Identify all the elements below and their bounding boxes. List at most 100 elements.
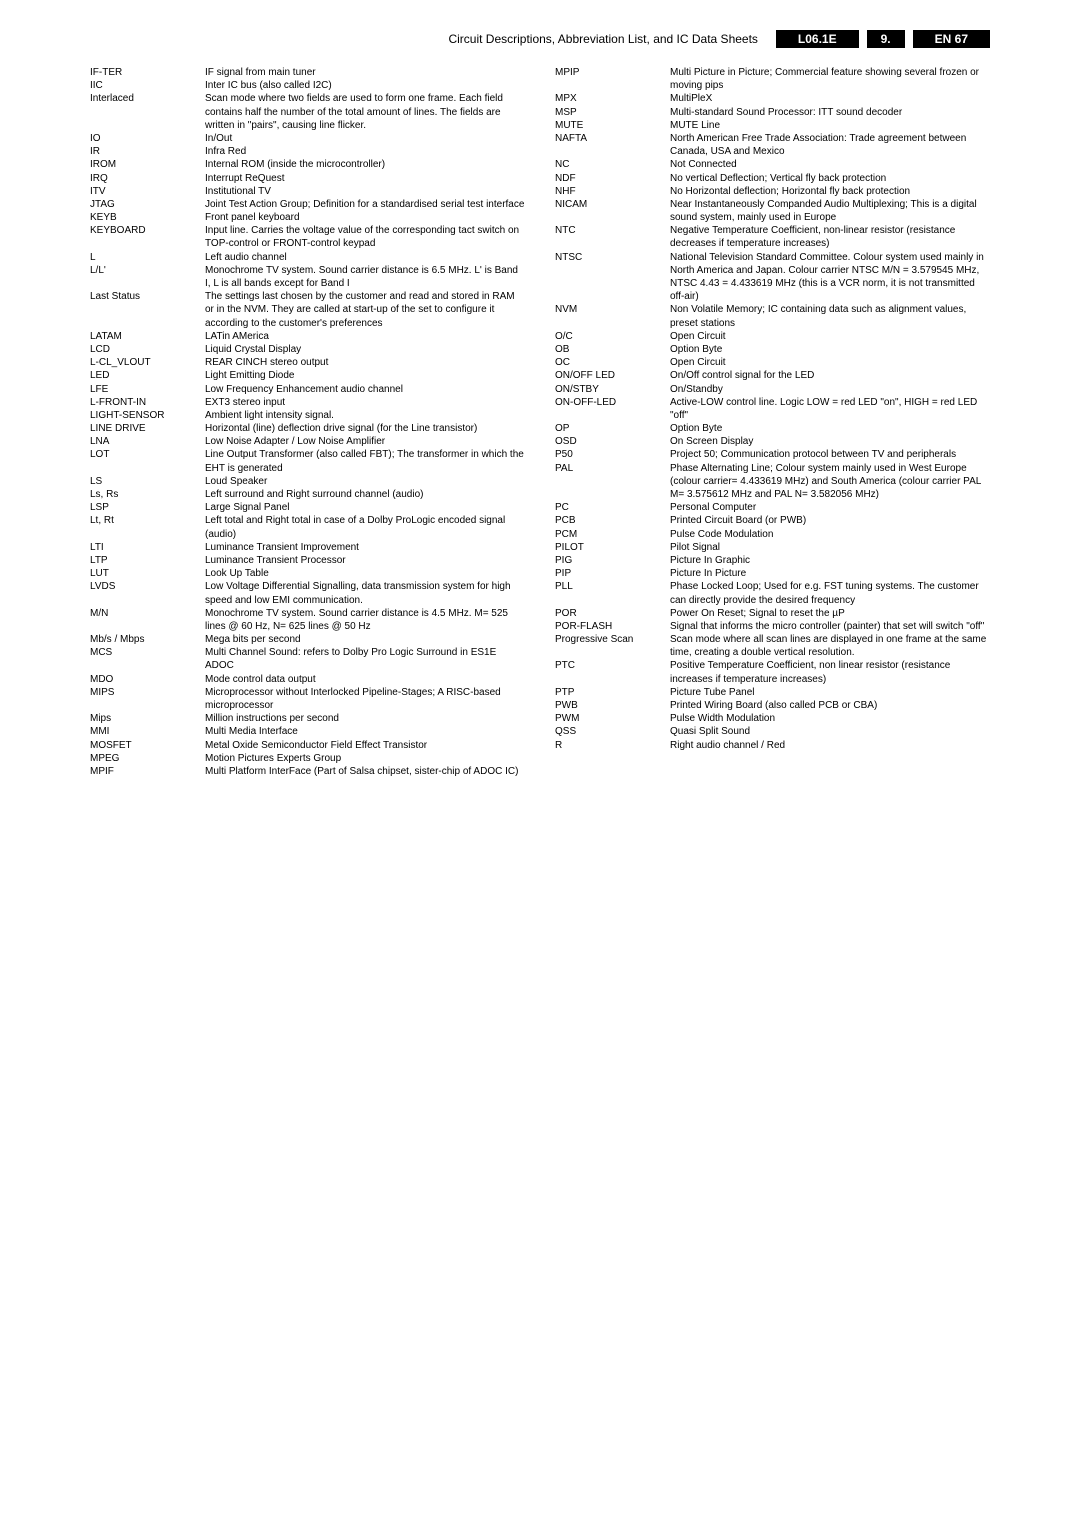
- definition: Picture Tube Panel: [670, 686, 990, 699]
- glossary-entry: PALPhase Alternating Line; Colour system…: [555, 462, 990, 502]
- abbreviation: LATAM: [90, 330, 205, 343]
- glossary-entry: MPIPMulti Picture in Picture; Commercial…: [555, 66, 990, 92]
- page-header: Circuit Descriptions, Abbreviation List,…: [90, 30, 990, 48]
- abbreviation: PLL: [555, 580, 670, 606]
- abbreviation: LNA: [90, 435, 205, 448]
- definition: Liquid Crystal Display: [205, 343, 525, 356]
- definition: Scan mode where all scan lines are displ…: [670, 633, 990, 659]
- abbreviation: PCB: [555, 514, 670, 527]
- abbreviation: MSP: [555, 106, 670, 119]
- abbreviation: JTAG: [90, 198, 205, 211]
- definition: Open Circuit: [670, 356, 990, 369]
- abbreviation: P50: [555, 448, 670, 461]
- definition: Microprocessor without Interlocked Pipel…: [205, 686, 525, 712]
- glossary-entry: LUTLook Up Table: [90, 567, 525, 580]
- definition: Front panel keyboard: [205, 211, 525, 224]
- abbreviation: LCD: [90, 343, 205, 356]
- abbreviation: LSP: [90, 501, 205, 514]
- abbreviation: MOSFET: [90, 739, 205, 752]
- definition: Line Output Transformer (also called FBT…: [205, 448, 525, 474]
- glossary-entry: MIPSMicroprocessor without Interlocked P…: [90, 686, 525, 712]
- abbreviation: OB: [555, 343, 670, 356]
- definition: Printed Wiring Board (also called PCB or…: [670, 699, 990, 712]
- glossary-entry: KEYBOARDInput line. Carries the voltage …: [90, 224, 525, 250]
- abbreviation: PC: [555, 501, 670, 514]
- abbreviation: L/L': [90, 264, 205, 290]
- abbreviation: MPIP: [555, 66, 670, 92]
- definition: Joint Test Action Group; Definition for …: [205, 198, 525, 211]
- glossary-entry: L-CL_VLOUTREAR CINCH stereo output: [90, 356, 525, 369]
- abbreviation: LTI: [90, 541, 205, 554]
- definition: Low Voltage Differential Signalling, dat…: [205, 580, 525, 606]
- header-section: 9.: [867, 30, 905, 48]
- definition: Multi Platform InterFace (Part of Salsa …: [205, 765, 525, 778]
- glossary-entry: PIGPicture In Graphic: [555, 554, 990, 567]
- definition: Project 50; Communication protocol betwe…: [670, 448, 990, 461]
- abbreviation: KEYB: [90, 211, 205, 224]
- glossary-entry: PLLPhase Locked Loop; Used for e.g. FST …: [555, 580, 990, 606]
- glossary-entry: ON-OFF-LEDActive-LOW control line. Logic…: [555, 396, 990, 422]
- glossary-entry: LSPLarge Signal Panel: [90, 501, 525, 514]
- glossary-entry: RRight audio channel / Red: [555, 739, 990, 752]
- glossary-entry: PCMPulse Code Modulation: [555, 528, 990, 541]
- abbreviation: Interlaced: [90, 92, 205, 132]
- glossary-entry: NCNot Connected: [555, 158, 990, 171]
- glossary-entry: LFELow Frequency Enhancement audio chann…: [90, 383, 525, 396]
- abbreviation: ON-OFF-LED: [555, 396, 670, 422]
- glossary-entry: LLeft audio channel: [90, 251, 525, 264]
- abbreviation: Progressive Scan: [555, 633, 670, 659]
- definition: National Television Standard Committee. …: [670, 251, 990, 304]
- glossary-entry: PCPersonal Computer: [555, 501, 990, 514]
- abbreviation: IIC: [90, 79, 205, 92]
- left-column: IF-TERIF signal from main tunerIICInter …: [90, 66, 525, 778]
- glossary-entry: P50Project 50; Communication protocol be…: [555, 448, 990, 461]
- glossary-entry: IF-TERIF signal from main tuner: [90, 66, 525, 79]
- definition: The settings last chosen by the customer…: [205, 290, 525, 330]
- definition: On Screen Display: [670, 435, 990, 448]
- glossary-entry: Ls, RsLeft surround and Right surround c…: [90, 488, 525, 501]
- definition: Active-LOW control line. Logic LOW = red…: [670, 396, 990, 422]
- glossary-entry: NTCNegative Temperature Coefficient, non…: [555, 224, 990, 250]
- glossary-entry: MOSFETMetal Oxide Semiconductor Field Ef…: [90, 739, 525, 752]
- abbreviation: NVM: [555, 303, 670, 329]
- definition: Monochrome TV system. Sound carrier dist…: [205, 607, 525, 633]
- abbreviation: ON/STBY: [555, 383, 670, 396]
- definition: Right audio channel / Red: [670, 739, 990, 752]
- abbreviation: NC: [555, 158, 670, 171]
- abbreviation: R: [555, 739, 670, 752]
- definition: In/Out: [205, 132, 525, 145]
- abbreviation: PIG: [555, 554, 670, 567]
- glossary-entry: KEYBFront panel keyboard: [90, 211, 525, 224]
- glossary-entry: Progressive ScanScan mode where all scan…: [555, 633, 990, 659]
- glossary-entry: POR-FLASHSignal that informs the micro c…: [555, 620, 990, 633]
- definition: Mega bits per second: [205, 633, 525, 646]
- definition: Light Emitting Diode: [205, 369, 525, 382]
- abbreviation: LED: [90, 369, 205, 382]
- definition: Multi-standard Sound Processor: ITT soun…: [670, 106, 990, 119]
- definition: Interrupt ReQuest: [205, 172, 525, 185]
- glossary-entry: MipsMillion instructions per second: [90, 712, 525, 725]
- definition: Multi Picture in Picture; Commercial fea…: [670, 66, 990, 92]
- definition: Mode control data output: [205, 673, 525, 686]
- glossary-entry: Mb/s / MbpsMega bits per second: [90, 633, 525, 646]
- glossary-entry: MPEGMotion Pictures Experts Group: [90, 752, 525, 765]
- definition: IF signal from main tuner: [205, 66, 525, 79]
- abbreviation: MIPS: [90, 686, 205, 712]
- glossary-entry: NVMNon Volatile Memory; IC containing da…: [555, 303, 990, 329]
- glossary-entry: M/NMonochrome TV system. Sound carrier d…: [90, 607, 525, 633]
- abbreviation: IRQ: [90, 172, 205, 185]
- abbreviation: OC: [555, 356, 670, 369]
- right-column: MPIPMulti Picture in Picture; Commercial…: [555, 66, 990, 778]
- glossary-entry: LTPLuminance Transient Processor: [90, 554, 525, 567]
- abbreviation: PILOT: [555, 541, 670, 554]
- glossary-entry: MDOMode control data output: [90, 673, 525, 686]
- definition: Large Signal Panel: [205, 501, 525, 514]
- definition: Internal ROM (inside the microcontroller…: [205, 158, 525, 171]
- header-page: EN 67: [913, 30, 990, 48]
- glossary-entry: OSDOn Screen Display: [555, 435, 990, 448]
- glossary-entry: LNALow Noise Adapter / Low Noise Amplifi…: [90, 435, 525, 448]
- definition: Negative Temperature Coefficient, non-li…: [670, 224, 990, 250]
- definition: Ambient light intensity signal.: [205, 409, 525, 422]
- abbreviation: ON/OFF LED: [555, 369, 670, 382]
- abbreviation: PTC: [555, 659, 670, 685]
